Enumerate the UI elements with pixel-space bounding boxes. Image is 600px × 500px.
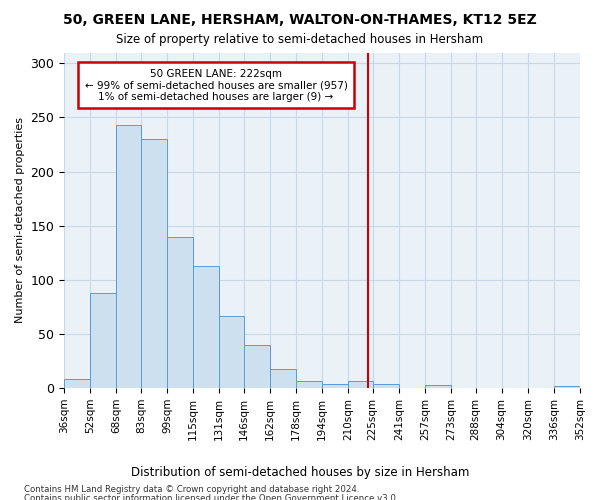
Text: 50, GREEN LANE, HERSHAM, WALTON-ON-THAMES, KT12 5EZ: 50, GREEN LANE, HERSHAM, WALTON-ON-THAME… xyxy=(63,12,537,26)
Bar xyxy=(322,384,348,388)
Bar xyxy=(116,125,141,388)
Bar xyxy=(270,368,296,388)
Bar xyxy=(244,345,270,388)
Bar xyxy=(425,385,451,388)
Bar xyxy=(90,293,116,388)
Text: Size of property relative to semi-detached houses in Hersham: Size of property relative to semi-detach… xyxy=(116,32,484,46)
Text: Contains HM Land Registry data © Crown copyright and database right 2024.: Contains HM Land Registry data © Crown c… xyxy=(24,485,359,494)
Bar xyxy=(348,380,373,388)
Bar xyxy=(141,139,167,388)
Bar xyxy=(554,386,580,388)
Bar xyxy=(167,236,193,388)
Y-axis label: Number of semi-detached properties: Number of semi-detached properties xyxy=(15,118,25,324)
Bar xyxy=(64,380,90,388)
Bar xyxy=(193,266,219,388)
Bar xyxy=(219,316,244,388)
Bar xyxy=(296,380,322,388)
Text: 50 GREEN LANE: 222sqm
← 99% of semi-detached houses are smaller (957)
1% of semi: 50 GREEN LANE: 222sqm ← 99% of semi-deta… xyxy=(85,68,347,102)
Bar xyxy=(373,384,399,388)
Text: Contains public sector information licensed under the Open Government Licence v3: Contains public sector information licen… xyxy=(24,494,398,500)
Text: Distribution of semi-detached houses by size in Hersham: Distribution of semi-detached houses by … xyxy=(131,466,469,479)
